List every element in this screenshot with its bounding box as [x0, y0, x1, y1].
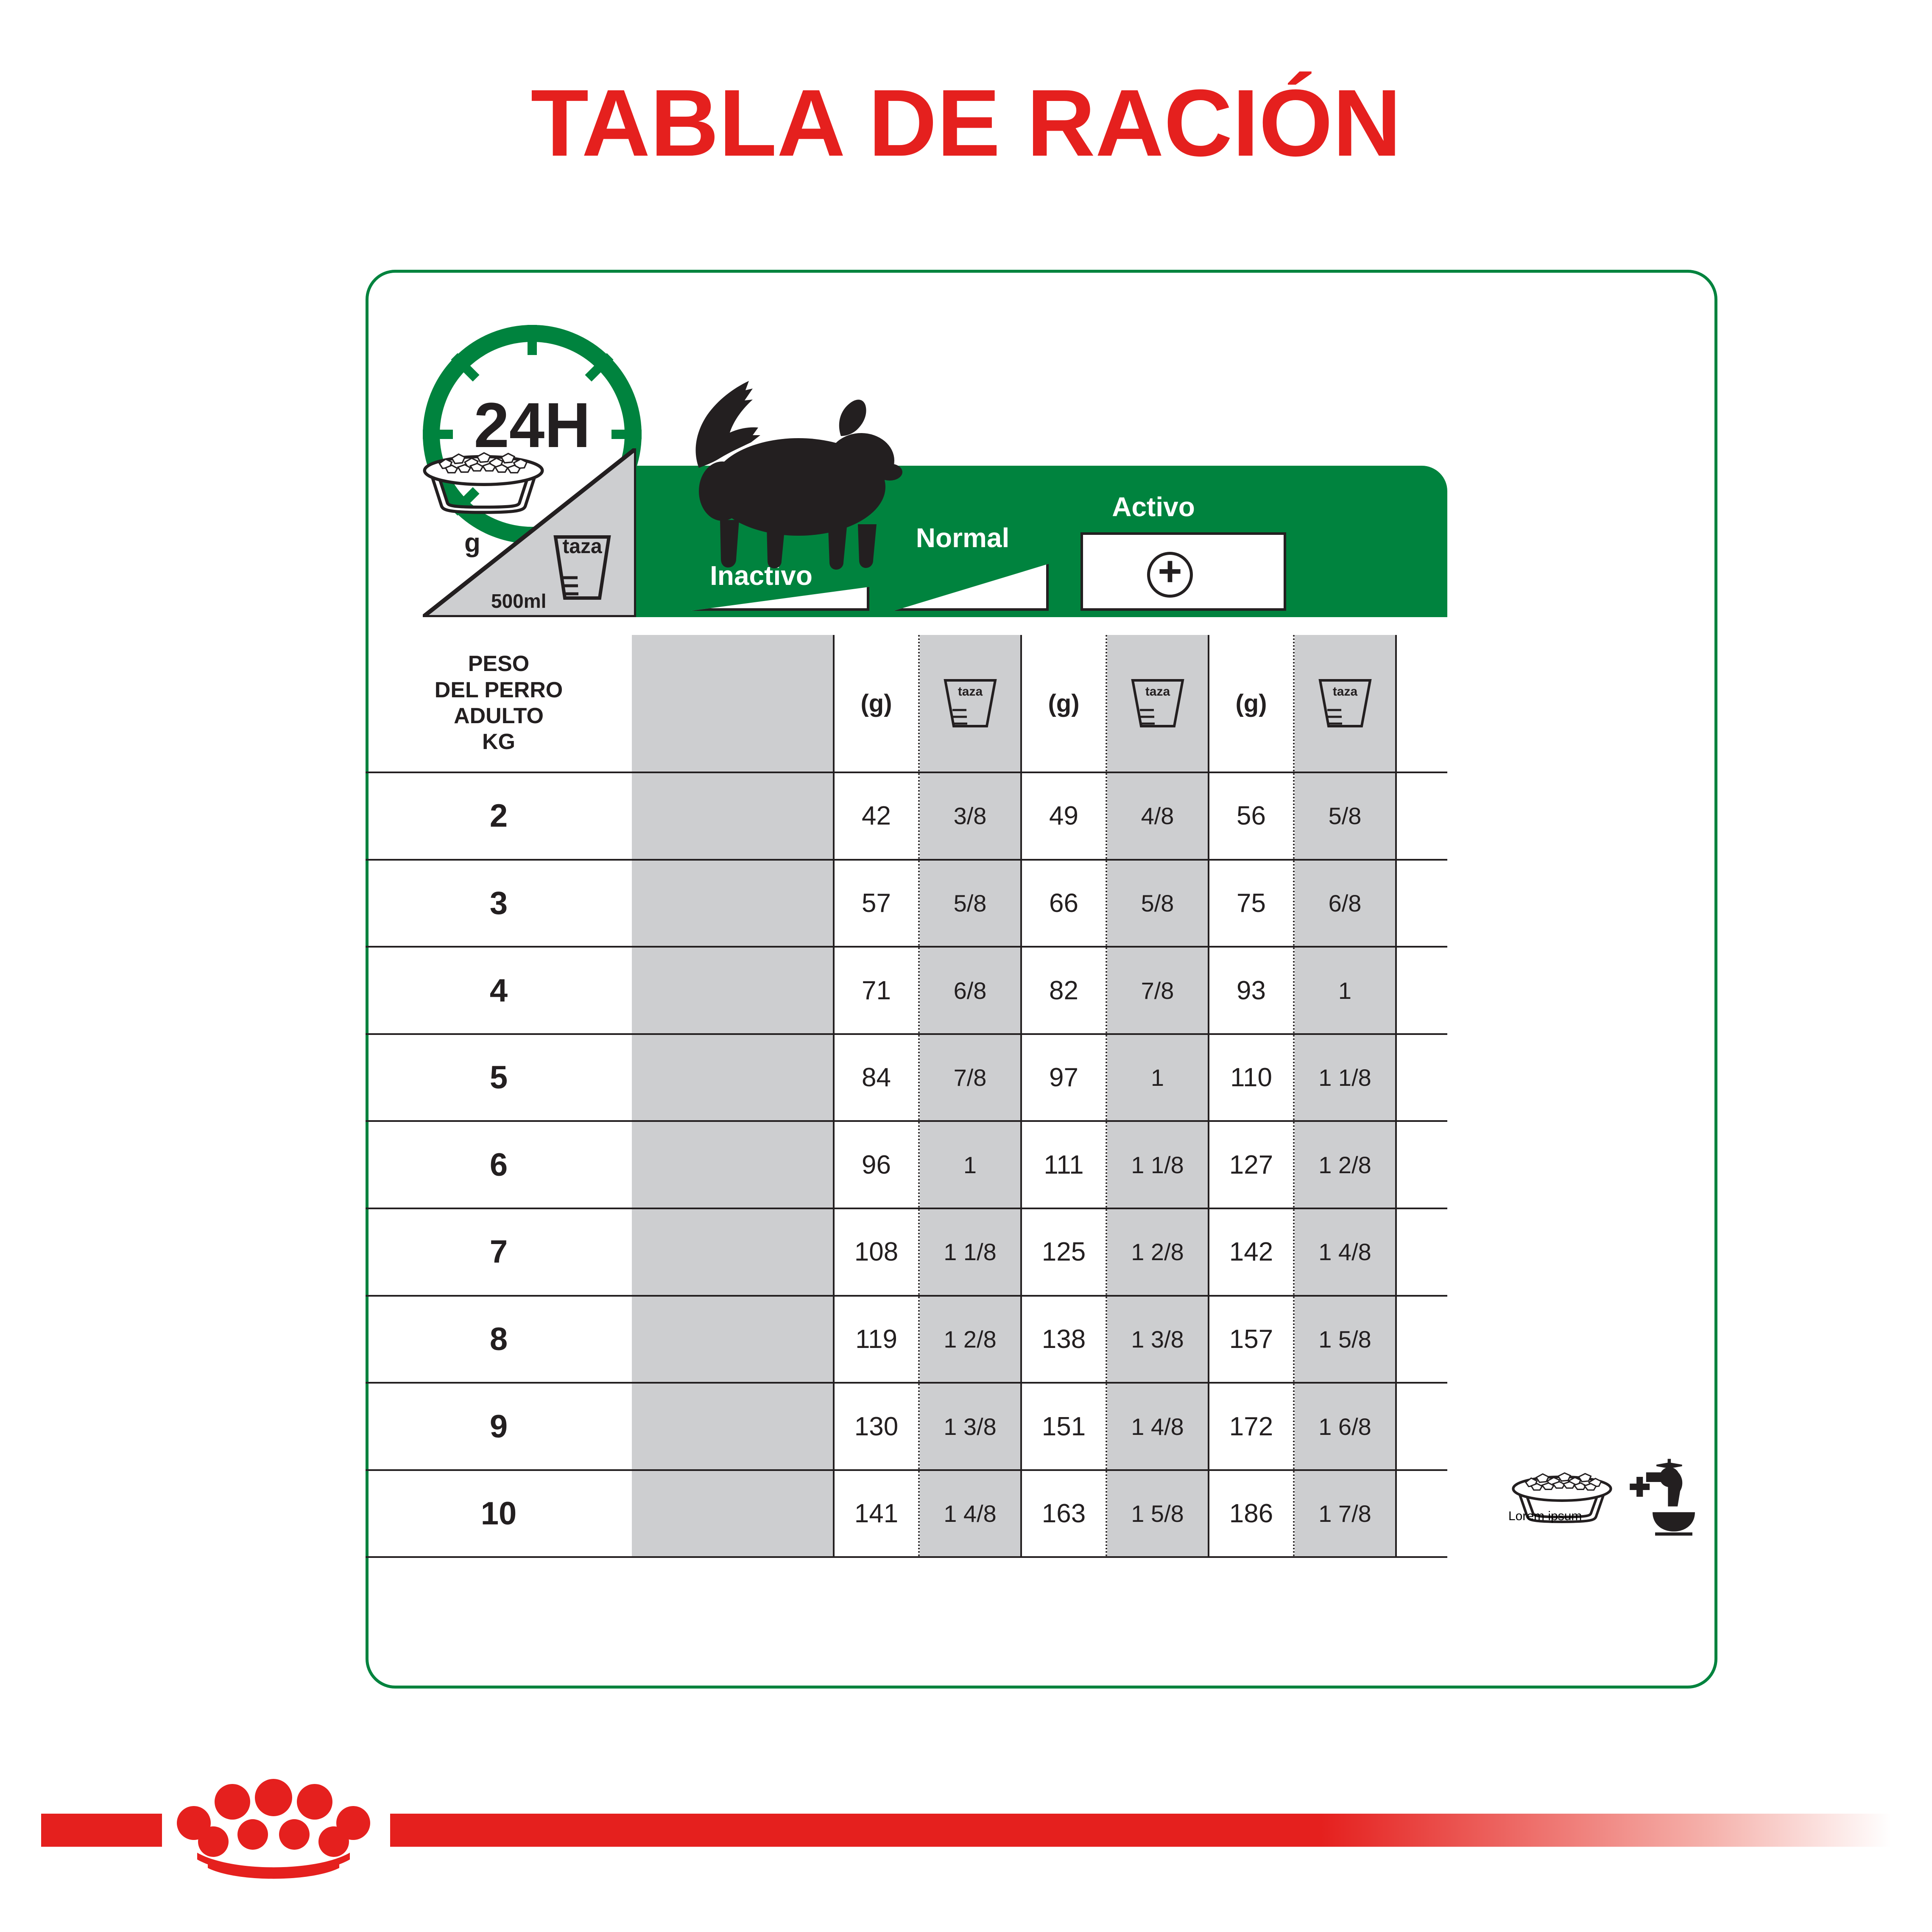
svg-text:taza: taza [1145, 685, 1170, 699]
svg-text:taza: taza [562, 535, 602, 558]
svg-text:taza: taza [958, 685, 983, 699]
svg-text:taza: taza [1332, 685, 1357, 699]
